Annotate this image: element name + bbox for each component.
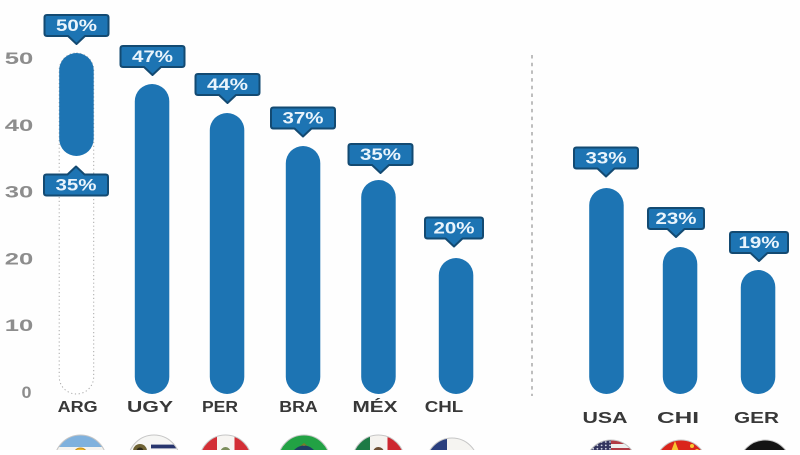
svg-text:20: 20 bbox=[5, 249, 34, 268]
svg-text:UGY: UGY bbox=[127, 399, 173, 416]
svg-text:30: 30 bbox=[5, 183, 34, 202]
svg-text:35%: 35% bbox=[360, 145, 401, 164]
svg-text:35%: 35% bbox=[56, 176, 97, 195]
svg-text:50%: 50% bbox=[56, 16, 97, 35]
svg-text:40: 40 bbox=[5, 116, 34, 135]
svg-text:0: 0 bbox=[22, 383, 32, 402]
svg-text:CHI: CHI bbox=[657, 410, 699, 427]
svg-text:44%: 44% bbox=[207, 75, 248, 94]
svg-text:MÉX: MÉX bbox=[353, 397, 398, 416]
svg-text:10: 10 bbox=[5, 316, 34, 335]
svg-text:19%: 19% bbox=[739, 233, 780, 252]
svg-text:47%: 47% bbox=[132, 47, 173, 66]
svg-text:GER: GER bbox=[734, 410, 780, 427]
svg-text:BRA: BRA bbox=[279, 399, 318, 416]
svg-text:USA: USA bbox=[583, 410, 629, 427]
svg-text:PER: PER bbox=[202, 399, 238, 416]
svg-text:CHL: CHL bbox=[425, 399, 464, 416]
svg-text:33%: 33% bbox=[586, 149, 627, 168]
svg-text:ARG: ARG bbox=[58, 399, 98, 416]
svg-text:50: 50 bbox=[5, 49, 34, 68]
svg-text:20%: 20% bbox=[434, 219, 475, 238]
svg-text:23%: 23% bbox=[656, 209, 697, 228]
svg-text:37%: 37% bbox=[283, 109, 324, 128]
